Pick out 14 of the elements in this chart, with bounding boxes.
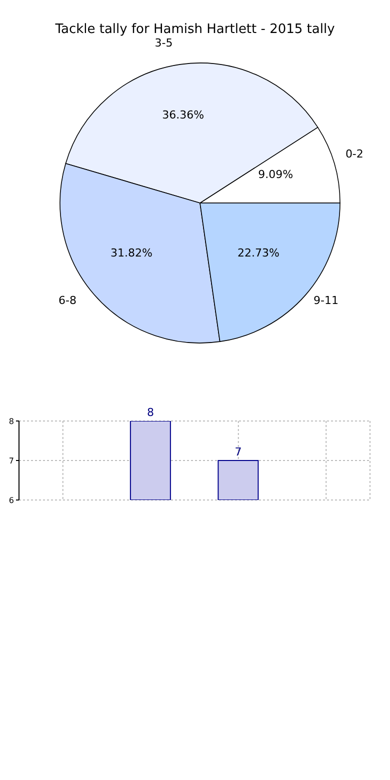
y-tick-label: 6 [8,496,14,505]
chart-title: Tackle tally for Hamish Hartlett - 2015 tally [54,22,336,37]
slice-label: 6-8 [58,294,76,308]
data-label: 22.73% [238,246,280,260]
slice-label: 0-2 [345,147,364,160]
slice-label: 3-5 [154,36,173,50]
data-label: 7 [234,446,242,458]
data-label: 9.09% [258,168,294,181]
data-label: 8 [146,406,154,419]
y-tick-label: 7 [8,456,14,466]
y-tick-label: 8 [8,416,14,426]
data-label: 31.82% [110,246,152,260]
slice-label: 9-11 [313,294,338,308]
data-label: 36.36% [162,108,204,122]
